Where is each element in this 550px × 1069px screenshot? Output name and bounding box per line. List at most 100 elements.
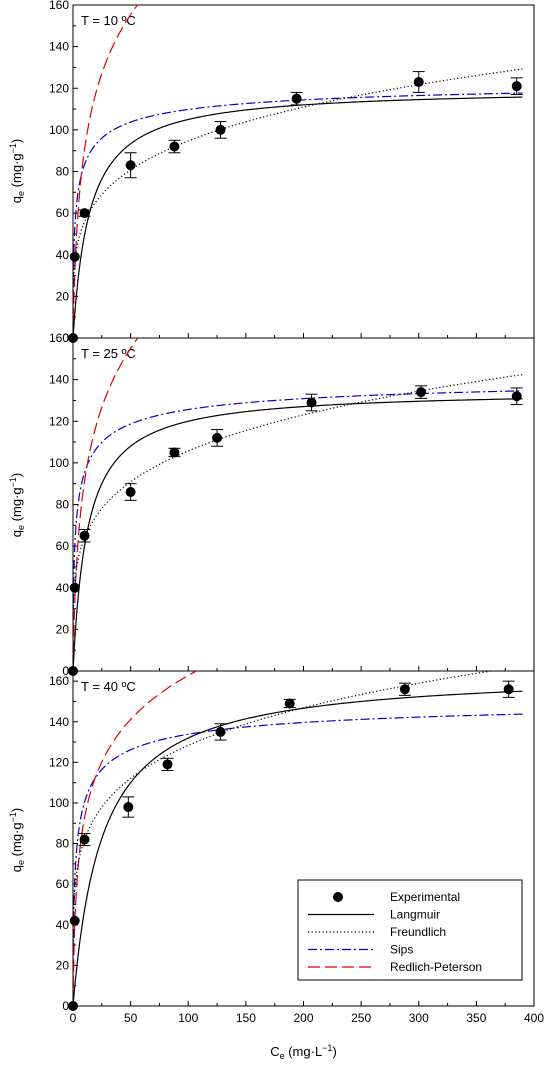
data-point <box>68 1001 78 1011</box>
y-tick-label: 140 <box>49 715 69 729</box>
y-tick-label: 160 <box>49 0 69 12</box>
y-tick-label: 60 <box>56 539 70 553</box>
y-label-main: q <box>9 196 24 203</box>
y-label-unit: (mg·g <box>9 153 24 191</box>
data-point <box>169 141 180 152</box>
y-tick-label: 0 <box>62 664 69 678</box>
data-point <box>69 251 80 262</box>
y-label-close: ) <box>9 139 24 143</box>
data-point <box>79 208 90 219</box>
data-point <box>125 487 136 498</box>
y-label-exp: −1 <box>8 812 18 822</box>
y-tick-label: 0 <box>62 999 69 1013</box>
data-point <box>511 391 522 402</box>
y-tick-label: 80 <box>56 498 70 512</box>
fit-curve-freundlich <box>73 374 523 671</box>
x-label-main: C <box>270 1044 279 1059</box>
data-point <box>79 834 90 845</box>
data-point <box>69 582 80 593</box>
y-tick-label: 140 <box>49 373 69 387</box>
y-label-sub: e <box>16 525 26 530</box>
legend-label: Experimental <box>390 890 460 904</box>
data-point <box>169 447 180 458</box>
data-point <box>125 160 136 171</box>
legend-label: Sips <box>390 943 413 957</box>
data-point <box>123 802 134 813</box>
data-point <box>212 432 223 443</box>
panel-title: T = 40 ºC <box>81 679 136 694</box>
data-point <box>306 397 317 408</box>
y-label-main: q <box>9 530 24 537</box>
y-tick-label: 120 <box>49 755 69 769</box>
data-point <box>511 81 522 92</box>
data-point <box>215 726 226 737</box>
fit-curve-redlich_peterson <box>73 671 198 1006</box>
y-label-close: ) <box>9 808 24 812</box>
y-tick-label: 40 <box>56 581 70 595</box>
x-label-exp: −1 <box>322 1043 332 1053</box>
x-tick-label: 350 <box>466 1011 486 1025</box>
y-axis-label: qe (mg·g−1) <box>8 808 26 872</box>
data-point <box>399 684 410 695</box>
legend-item-langmuir: Langmuir <box>308 908 440 922</box>
data-point <box>503 684 514 695</box>
fit-curve-langmuir <box>73 398 523 671</box>
y-tick-label: 40 <box>56 248 70 262</box>
panel-2: 0 20 40 60 80 100 120 140 160 T = 25 ºC qe (mg·g−1… <box>8 331 535 678</box>
x-axis-label: Ce (mg·L−1) <box>270 1043 337 1061</box>
y-tick-label: 100 <box>49 123 69 137</box>
data-point <box>416 387 427 398</box>
y-tick-label: 100 <box>49 456 69 470</box>
y-tick-label: 0 <box>62 331 69 345</box>
x-tick-label: 50 <box>124 1011 138 1025</box>
panel-title: T = 10 ºC <box>81 13 136 28</box>
y-label-close: ) <box>9 473 24 477</box>
plot-frame <box>72 337 535 672</box>
y-tick-label: 20 <box>56 289 70 303</box>
x-tick-label: 250 <box>351 1011 371 1025</box>
fit-curve-sips <box>73 92 523 338</box>
y-axis-label: qe (mg·g−1) <box>8 473 26 537</box>
fit-curve-langmuir <box>73 690 523 1006</box>
y-tick-label: 120 <box>49 414 69 428</box>
panel-3: 0 20 40 60 80 100 120 140 160 0 50 100 150 200 250 300 3… <box>8 670 544 1061</box>
y-label-unit: (mg·g <box>9 487 24 525</box>
legend-item-experimental: Experimental <box>333 890 460 904</box>
legend-label: Redlich-Peterson <box>390 960 482 974</box>
y-axis-label: qe (mg·g−1) <box>8 139 26 203</box>
x-tick-label: 100 <box>178 1011 198 1025</box>
y-tick-label: 40 <box>56 918 70 932</box>
y-tick-label: 20 <box>56 622 70 636</box>
x-tick-label: 0 <box>70 1011 77 1025</box>
legend-item-sips: Sips <box>308 943 413 957</box>
data-point <box>79 530 90 541</box>
y-tick-label: 20 <box>56 958 70 972</box>
legend-item-freundlich: Freundlich <box>308 925 446 939</box>
y-label-unit: (mg·g <box>9 822 24 860</box>
y-tick-label: 60 <box>56 877 70 891</box>
legend-marker <box>333 892 343 902</box>
y-tick-label: 60 <box>56 206 70 220</box>
data-point <box>215 124 226 135</box>
x-label-close: ) <box>332 1044 336 1059</box>
y-tick-label: 100 <box>49 796 69 810</box>
x-tick-label: 300 <box>409 1011 429 1025</box>
panel-title: T = 25 ºC <box>81 346 136 361</box>
fit-curve-sips <box>73 390 523 671</box>
y-tick-label: 160 <box>49 674 69 688</box>
fit-curve-sips <box>73 713 523 1006</box>
fit-curve-langmuir <box>73 96 523 338</box>
data-point <box>162 759 173 770</box>
y-tick-label: 140 <box>49 40 69 54</box>
y-tick-label: 80 <box>56 165 70 179</box>
y-label-exp: −1 <box>8 143 18 153</box>
y-label-exp: −1 <box>8 477 18 487</box>
data-point <box>413 77 424 88</box>
fit-curve-freundlich <box>73 68 523 338</box>
y-label-sub: e <box>16 191 26 196</box>
x-tick-label: 150 <box>236 1011 256 1025</box>
legend-label: Langmuir <box>390 908 440 922</box>
y-label-main: q <box>9 865 24 872</box>
